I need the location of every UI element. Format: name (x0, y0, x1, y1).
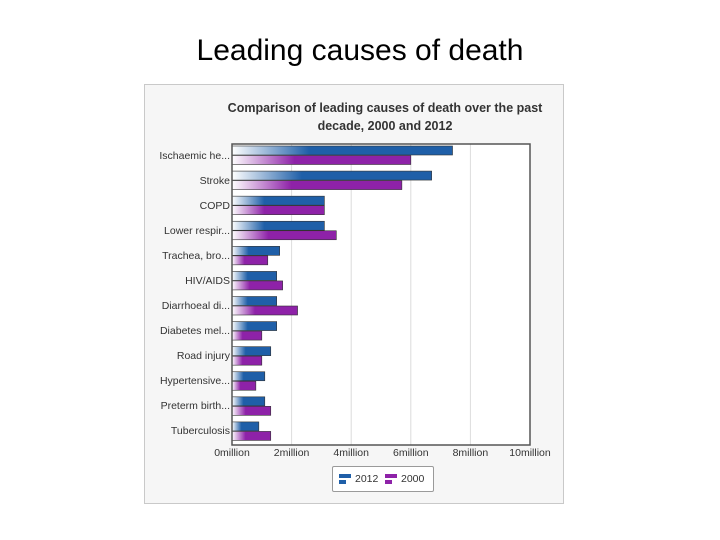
legend-label-2012: 2012 (355, 473, 379, 485)
x-tick-label: 6million (392, 447, 429, 459)
bar-2000[interactable] (231, 380, 257, 391)
category-label: Diabetes mel... (159, 325, 230, 338)
bar-2000[interactable] (231, 205, 325, 215)
bar-2012[interactable] (231, 195, 325, 206)
bar-2000[interactable] (231, 406, 272, 416)
category-label: HIV/AIDS (185, 274, 230, 287)
category-label: Road injury (176, 350, 230, 363)
bar-2000[interactable] (231, 355, 263, 366)
category-label: Preterm birth... (160, 400, 230, 413)
chart-title: Comparison of leading causes of death ov… (227, 101, 543, 133)
bar-2000[interactable] (231, 180, 403, 190)
category-label: COPD (199, 199, 230, 212)
bar-2000[interactable] (231, 330, 263, 341)
category-label: Ischaemic he... (159, 149, 230, 162)
category-label: Lower respir... (164, 224, 230, 237)
category-label: Tuberculosis (170, 425, 230, 438)
legend-item-2000[interactable]: 2000 (385, 472, 424, 486)
x-tick-label: 2million (273, 447, 310, 459)
chart-legend[interactable]: 2012 2000 (332, 466, 434, 492)
bar-2012[interactable] (231, 296, 278, 306)
bar-2012[interactable] (231, 396, 266, 407)
bar-2012[interactable] (231, 220, 325, 231)
chart-panel: Comparison of leading causes of death ov… (144, 84, 564, 504)
bar-2012[interactable] (231, 371, 266, 382)
bar-2012[interactable] (231, 246, 280, 256)
bar-2012[interactable] (231, 421, 260, 432)
plot-area (232, 144, 530, 445)
legend-swatch-2000 (385, 474, 397, 484)
bar-2000[interactable] (231, 305, 298, 316)
bar-2012[interactable] (231, 271, 278, 281)
legend-swatch-2012 (339, 474, 351, 484)
legend-item-2012[interactable]: 2012 (339, 472, 378, 486)
bar-2012[interactable] (231, 321, 278, 331)
bar-2000[interactable] (231, 255, 269, 266)
x-tick-label: 0million (214, 447, 250, 459)
bar-2012[interactable] (231, 145, 453, 156)
bar-chart (231, 143, 531, 446)
category-label: Hypertensive... (159, 375, 230, 388)
category-label: Stroke (199, 174, 230, 187)
bar-2000[interactable] (231, 155, 412, 165)
bar-2000[interactable] (231, 280, 283, 291)
legend-label-2000: 2000 (401, 473, 425, 485)
category-label: Diarrhoeal di... (161, 300, 230, 313)
x-tick-label: 10million (509, 447, 551, 459)
bar-2000[interactable] (231, 230, 337, 241)
x-tick-label: 8million (452, 447, 489, 459)
bar-2012[interactable] (231, 346, 272, 356)
category-label: Trachea, bro... (162, 249, 230, 262)
bar-2012[interactable] (231, 170, 432, 181)
slide-title: Leading causes of death (196, 34, 524, 67)
plot-frame (231, 143, 531, 446)
bar-2000[interactable] (231, 431, 272, 441)
x-tick-label: 4million (333, 447, 369, 459)
